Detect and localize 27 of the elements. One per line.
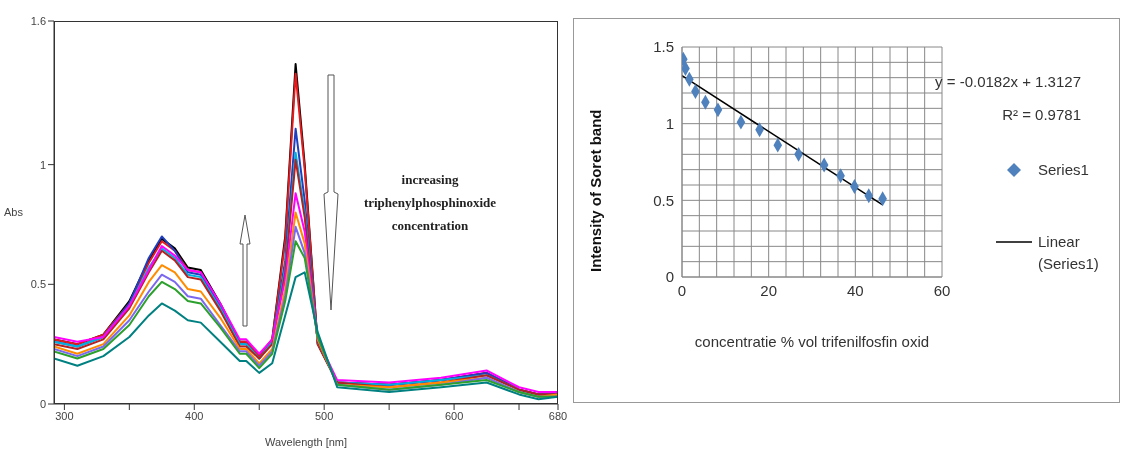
line-series xyxy=(54,271,558,401)
x-axis-title: Wavelength [nm] xyxy=(264,436,348,448)
y-tick-label: 1.6 xyxy=(30,14,46,27)
x-tick-label: 300 xyxy=(55,409,74,422)
text: R² = 0.9781 xyxy=(1001,105,1081,125)
y-tick-label: 0.5 xyxy=(30,278,46,291)
y-axis-title: Abs xyxy=(4,206,24,219)
y-tick-label: 0 xyxy=(665,268,674,286)
x-tick-label: 400 xyxy=(185,409,204,422)
x-tick-label: 600 xyxy=(444,409,464,422)
annotation: y = -0.0182x + 1.3127 xyxy=(934,72,1081,92)
y-tick-label: 1 xyxy=(39,158,46,171)
y-tick-label: 0 xyxy=(39,397,46,410)
x-tick-label: 500 xyxy=(315,409,334,422)
y-tick-label: 1 xyxy=(665,114,674,132)
x-axis-title: concentratie % vol trifenilfosfin oxid xyxy=(694,333,930,350)
y-axis-title: Intensity of Soret band xyxy=(587,109,605,272)
x-tick-label: 60 xyxy=(933,281,951,299)
x-tick-label: 40 xyxy=(846,281,864,299)
x-tick-label: 0 xyxy=(677,281,687,299)
legend-label: Series1 xyxy=(1038,160,1089,180)
y-tick-label: 0.5 xyxy=(653,191,674,209)
y-tick-label: 1.5 xyxy=(653,38,674,56)
x-tick-label: 20 xyxy=(760,281,778,299)
x-tick-label: 680 xyxy=(548,409,568,422)
legend-label: Linear (Series1) xyxy=(1038,232,1100,274)
annotation: increasing triphenylphosphinoxide concentration xyxy=(362,171,498,235)
